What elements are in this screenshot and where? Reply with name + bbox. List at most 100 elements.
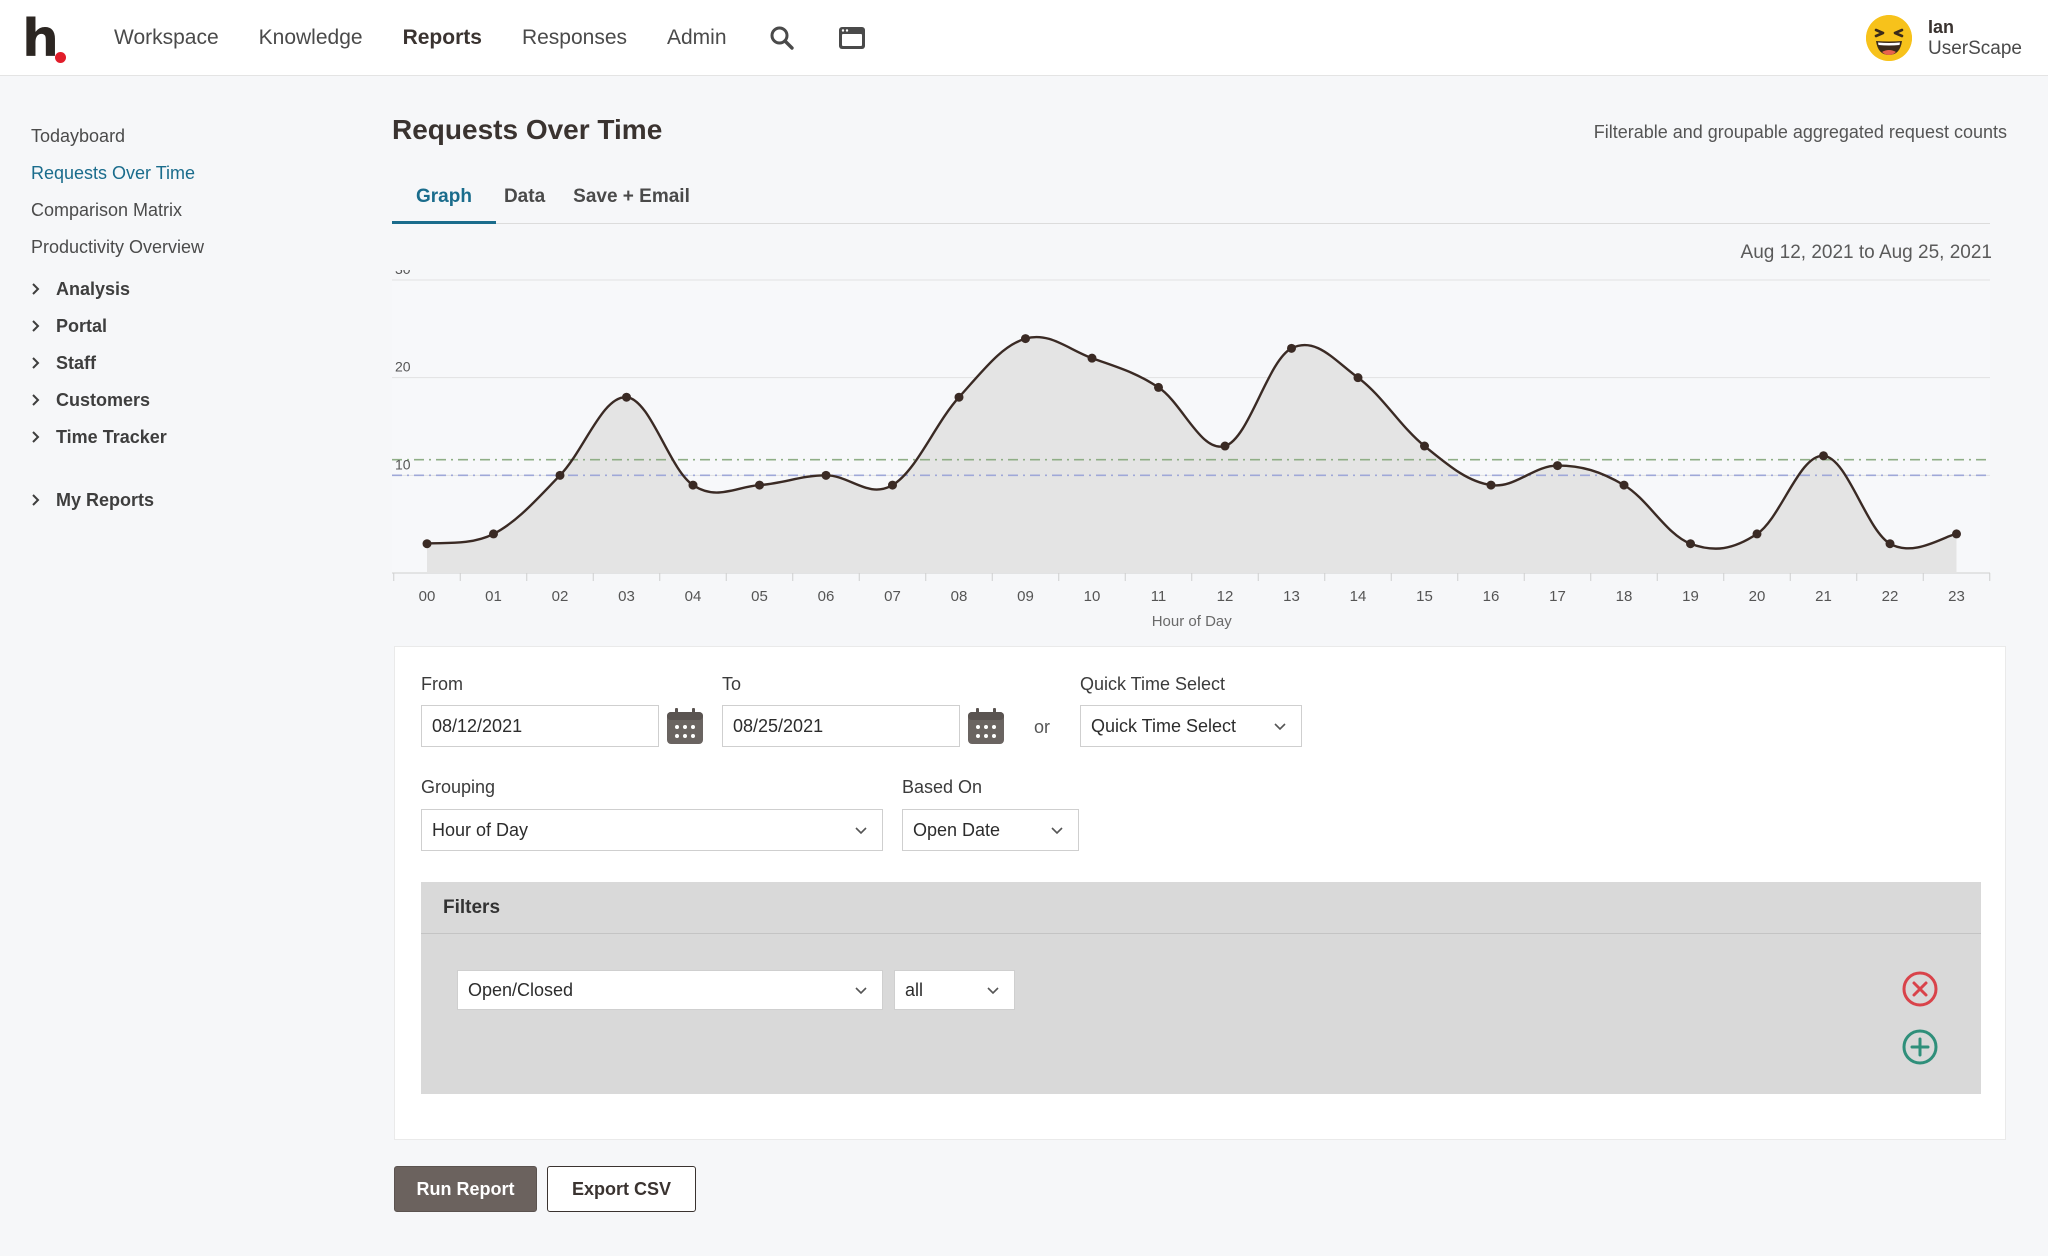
chart-point-02[interactable] (555, 470, 565, 480)
to-date-input[interactable] (722, 705, 960, 747)
user-org: UserScape (1928, 38, 2022, 59)
chart-point-15[interactable] (1420, 441, 1429, 451)
report-tabs: Graph Data Save + Email (392, 172, 1990, 224)
chart-point-23[interactable] (1952, 529, 1961, 539)
chart-x-tick-label: 00 (419, 588, 436, 605)
chart-x-tick-label: 05 (751, 588, 768, 605)
chart-x-tick-label: 01 (485, 588, 502, 605)
chart-point-06[interactable] (821, 470, 831, 480)
grouping-select[interactable]: Hour of Day (421, 809, 883, 851)
chart-y-tick-label: 10 (395, 456, 411, 472)
add-filter-icon[interactable] (1901, 1028, 1939, 1066)
chevron-right-icon (31, 356, 43, 369)
from-date-input[interactable] (421, 705, 659, 747)
chevron-down-icon (1051, 827, 1063, 835)
chart-points (422, 334, 1961, 549)
sidebar-item-todayboard[interactable]: Todayboard (31, 126, 126, 146)
nav-reports[interactable]: Reports (402, 26, 482, 49)
chart-x-tick-label: 08 (951, 588, 968, 605)
chart-point-13[interactable] (1287, 343, 1296, 353)
chart-point-18[interactable] (1619, 480, 1629, 490)
chart-point-19[interactable] (1686, 539, 1695, 549)
page-title: Requests Over Time (392, 114, 663, 145)
sidebar-group-customers[interactable]: Customers (31, 381, 331, 418)
quick-time-select[interactable]: Quick Time Select (1080, 705, 1302, 747)
chevron-down-icon (1274, 723, 1286, 731)
user-menu[interactable]: Ian UserScape (1866, 12, 2022, 64)
nav-knowledge[interactable]: Knowledge (258, 26, 363, 49)
chart-x-tick-label: 21 (1815, 588, 1832, 605)
chart-x-tick-label: 16 (1483, 588, 1500, 605)
filters-title: Filters (421, 882, 1981, 934)
chart-x-tick-label: 07 (884, 588, 901, 605)
filter-field-select[interactable]: Open/Closed (457, 970, 883, 1010)
filter-field-value: Open/Closed (468, 980, 574, 1000)
sidebar-group-my-reports[interactable]: My Reports (31, 481, 331, 518)
chart-reference-lines (392, 458, 1990, 477)
chart-point-05[interactable] (755, 480, 764, 490)
based-on-select[interactable]: Open Date (902, 809, 1079, 851)
tab-graph[interactable]: Graph (392, 172, 496, 224)
chart-point-00[interactable] (422, 539, 432, 549)
chart-point-09[interactable] (1021, 334, 1030, 344)
calendar-icon[interactable] (966, 706, 1006, 746)
chart-y-tick-label: 20 (395, 359, 411, 375)
chart-point-12[interactable] (1220, 441, 1230, 451)
nav-responses[interactable]: Responses (521, 26, 627, 49)
sidebar-item-comparison-matrix[interactable]: Comparison Matrix (31, 200, 183, 220)
tab-data[interactable]: Data (503, 186, 546, 207)
sidebar-group-analysis[interactable]: Analysis (31, 270, 331, 307)
sidebar-group-label: Customers (56, 389, 151, 410)
chart-x-axis-label: Hour of Day (1152, 613, 1233, 630)
chart-point-10[interactable] (1087, 353, 1097, 363)
inbox-icon[interactable] (837, 23, 867, 53)
export-csv-button[interactable]: Export CSV (547, 1166, 696, 1212)
sidebar-group-time-tracker[interactable]: Time Tracker (31, 418, 331, 455)
chart-series-line (426, 335, 1957, 550)
sidebar-item-productivity-overview[interactable]: Productivity Overview (31, 237, 205, 257)
chart-point-04[interactable] (688, 480, 698, 490)
chart-point-03[interactable] (622, 392, 631, 402)
requests-over-time-chart: 10 20 30 00 01 02 03 04 05 06 07 08 09 10 11 12 13 14 15 1… (392, 270, 1991, 630)
calendar-icon[interactable] (665, 706, 705, 746)
chevron-right-icon (31, 282, 43, 295)
chart-x-tick-label: 06 (818, 588, 835, 605)
chart-y-tick-label: 30 (395, 270, 411, 277)
chart-y-ticks: 10 20 30 (395, 270, 411, 472)
tab-save-email[interactable]: Save + Email (573, 186, 690, 207)
chart-point-01[interactable] (489, 529, 498, 539)
chart-point-11[interactable] (1154, 382, 1163, 392)
search-icon[interactable] (767, 23, 797, 53)
date-range-label: Aug 12, 2021 to Aug 25, 2021 (1740, 242, 1992, 263)
laughing-emoji-icon (1866, 15, 1912, 61)
chart-point-22[interactable] (1885, 539, 1895, 549)
chart-point-07[interactable] (888, 480, 897, 490)
chart-x-tick-label: 17 (1549, 588, 1566, 605)
chart-x-tick-label: 10 (1084, 588, 1101, 605)
chart-x-tick-label: 23 (1948, 588, 1965, 605)
chart-point-14[interactable] (1353, 373, 1363, 383)
based-on-label: Based On (902, 777, 983, 797)
remove-filter-icon[interactable] (1901, 970, 1939, 1008)
avatar[interactable] (1866, 15, 1912, 61)
chart-x-tick-label: 02 (552, 588, 569, 605)
chart-x-tick-label: 18 (1616, 588, 1633, 605)
run-report-button[interactable]: Run Report (394, 1166, 537, 1212)
chart-point-21[interactable] (1819, 451, 1828, 461)
nav-workspace[interactable]: Workspace (114, 26, 219, 49)
chart-point-08[interactable] (954, 392, 964, 402)
sidebar-group-label: My Reports (56, 489, 155, 510)
nav-admin[interactable]: Admin (667, 26, 727, 49)
sidebar-group-staff[interactable]: Staff (31, 344, 331, 381)
chart-x-tick-label: 19 (1682, 588, 1699, 605)
chart-x-tick-label: 04 (685, 588, 702, 605)
sidebar-group-portal[interactable]: Portal (31, 307, 331, 344)
quick-time-select-label: Quick Time Select (1080, 674, 1226, 694)
sidebar-item-requests-over-time[interactable]: Requests Over Time (31, 163, 196, 183)
chart-point-16[interactable] (1486, 480, 1496, 490)
helpspot-logo[interactable]: h (22, 13, 70, 65)
sidebar-group-label: Staff (56, 352, 96, 373)
chart-point-20[interactable] (1752, 529, 1762, 539)
chart-point-17[interactable] (1553, 461, 1562, 471)
filter-value-select[interactable]: all (894, 970, 1015, 1010)
